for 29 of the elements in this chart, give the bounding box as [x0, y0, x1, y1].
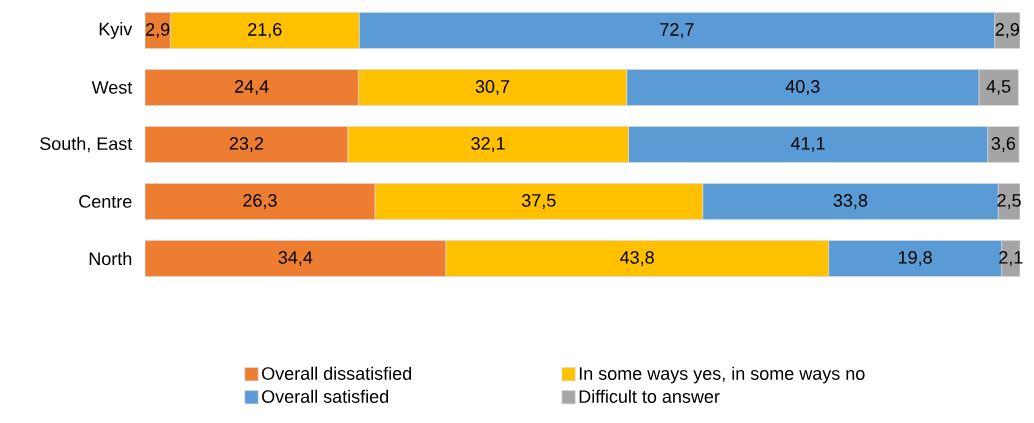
data-label: 41,1 — [790, 137, 825, 152]
data-label: 32,1 — [471, 137, 505, 152]
y-tick-label: West — [91, 81, 133, 94]
data-label: 24,4 — [235, 80, 269, 95]
y-tick-label: North — [89, 251, 132, 266]
y-tick-label: Centre — [79, 195, 132, 208]
data-label: 3,6 — [991, 137, 1016, 152]
legend-label: Overall dissatisfied — [262, 366, 412, 380]
legend-label: In some ways yes, in some ways no — [579, 366, 865, 384]
data-label: 72,7 — [660, 23, 694, 38]
data-label: 26,3 — [243, 194, 277, 209]
data-label: 34,4 — [278, 251, 313, 266]
data-label: 4,5 — [986, 80, 1011, 95]
data-label: 2,9 — [146, 23, 170, 38]
data-label: 2,1 — [999, 251, 1023, 266]
data-label: 40,3 — [785, 80, 820, 95]
data-label: 2,5 — [997, 194, 1021, 209]
y-tick-label: South, East — [40, 136, 133, 153]
data-label: 30,7 — [475, 80, 510, 95]
data-label: 21,6 — [248, 23, 282, 38]
data-label: 19,8 — [898, 251, 932, 266]
y-tick-label: Kyiv — [99, 22, 133, 39]
data-label: 33,8 — [833, 194, 868, 209]
legend-label: Difficult to answer — [579, 389, 720, 403]
data-label: 37,5 — [521, 194, 556, 209]
data-label: 23,2 — [229, 137, 264, 152]
legend-label: Overall satisfied — [262, 389, 389, 403]
data-label: 2,9 — [995, 23, 1019, 38]
data-label: 43,8 — [620, 251, 654, 266]
